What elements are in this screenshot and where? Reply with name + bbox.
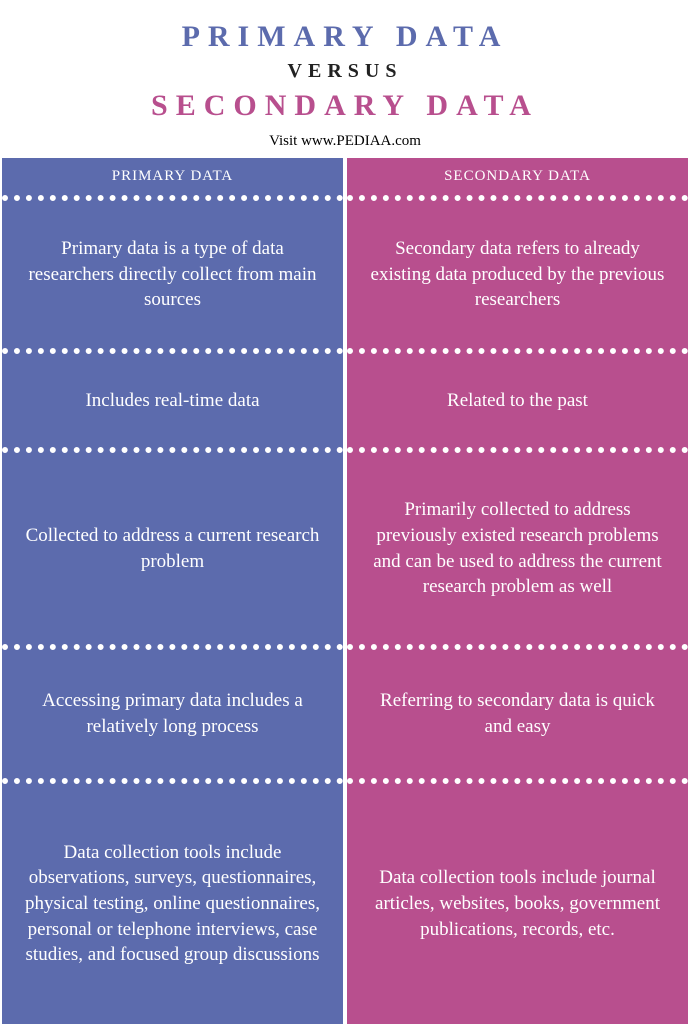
left-cell: Collected to address a current research … bbox=[2, 453, 343, 644]
left-cell: Accessing primary data includes a relati… bbox=[2, 650, 343, 777]
right-cell: Related to the past bbox=[347, 354, 688, 447]
title-versus: VERSUS bbox=[10, 60, 680, 83]
left-cell: Data collection tools include observatio… bbox=[2, 784, 343, 1024]
title-primary: PRIMARY DATA bbox=[10, 20, 680, 54]
comparison-columns: PRIMARY DATA Primary data is a type of d… bbox=[0, 158, 690, 1024]
left-cell: Primary data is a type of data researche… bbox=[2, 201, 343, 348]
left-column-header: PRIMARY DATA bbox=[2, 158, 343, 195]
right-cell: Referring to secondary data is quick and… bbox=[347, 650, 688, 777]
title-secondary: SECONDARY DATA bbox=[10, 89, 680, 123]
left-cell: Includes real-time data bbox=[2, 354, 343, 447]
left-column: PRIMARY DATA Primary data is a type of d… bbox=[2, 158, 343, 1024]
visit-link: Visit www.PEDIAA.com bbox=[10, 133, 680, 150]
right-cell: Data collection tools include journal ar… bbox=[347, 784, 688, 1024]
header: PRIMARY DATA VERSUS SECONDARY DATA Visit… bbox=[0, 0, 690, 158]
right-cell: Secondary data refers to already existin… bbox=[347, 201, 688, 348]
right-column-header: SECONDARY DATA bbox=[347, 158, 688, 195]
right-column: SECONDARY DATA Secondary data refers to … bbox=[347, 158, 688, 1024]
right-cell: Primarily collected to address previousl… bbox=[347, 453, 688, 644]
comparison-infographic: PRIMARY DATA VERSUS SECONDARY DATA Visit… bbox=[0, 0, 690, 1024]
